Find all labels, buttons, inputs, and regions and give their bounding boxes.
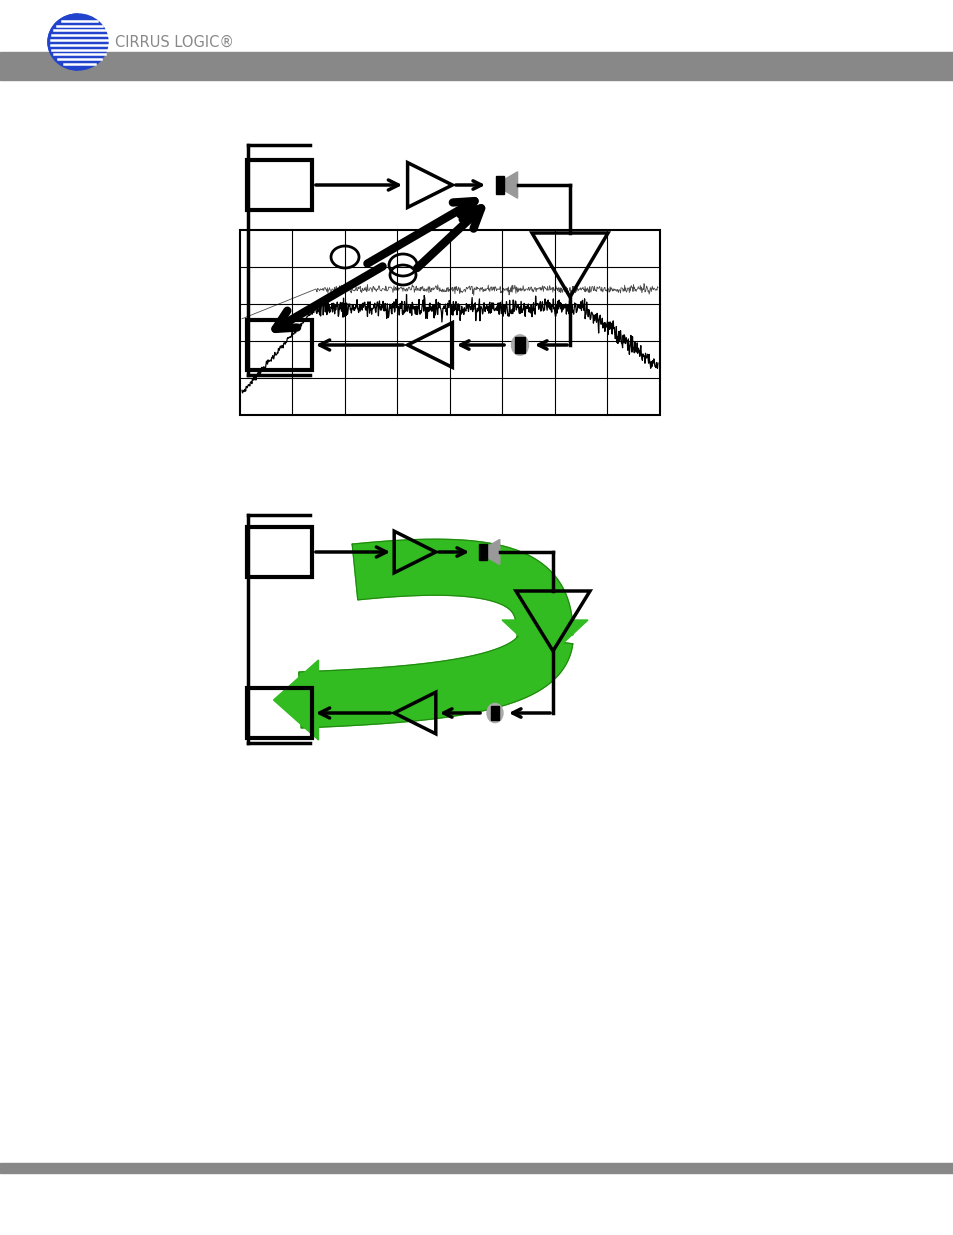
Polygon shape: [501, 620, 587, 659]
Bar: [0, 52, 953, 80]
Bar: [247, 688, 313, 739]
Bar: [0, 1163, 953, 1173]
Polygon shape: [298, 636, 572, 727]
Bar: [247, 527, 313, 577]
Bar: [478, 543, 487, 561]
Polygon shape: [504, 172, 517, 198]
Text: CIRRUS LOGIC®: CIRRUS LOGIC®: [115, 35, 233, 49]
Bar: [247, 161, 313, 210]
Bar: [495, 177, 504, 194]
Ellipse shape: [48, 14, 108, 70]
Polygon shape: [352, 540, 573, 635]
Bar: [490, 705, 499, 720]
Ellipse shape: [511, 335, 528, 356]
Polygon shape: [274, 659, 318, 740]
Bar: [515, 337, 524, 353]
Polygon shape: [487, 540, 499, 564]
Ellipse shape: [486, 704, 502, 722]
Polygon shape: [48, 14, 78, 70]
Bar: [240, 230, 659, 415]
Bar: [247, 320, 313, 370]
